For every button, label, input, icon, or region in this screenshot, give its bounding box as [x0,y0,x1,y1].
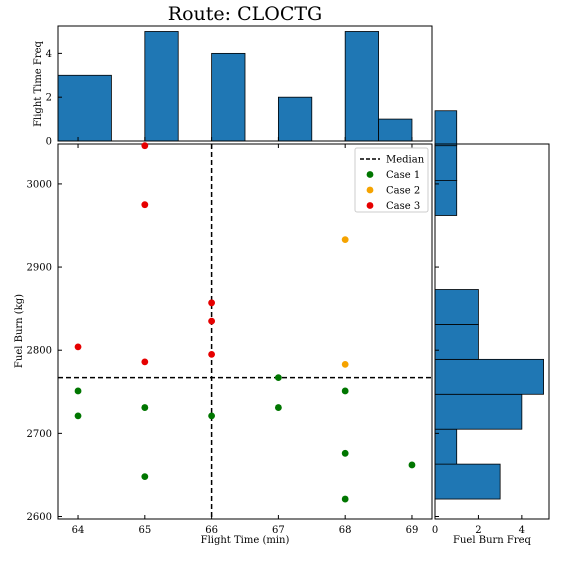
flight-time-bin [57,74,112,142]
point-case-1 [274,404,282,411]
flight-time-axis-label: Flight Time (min) [201,535,290,546]
fuel-burn-axis-label: Fuel Burn (kg) [14,294,25,368]
point-case-1 [341,449,349,457]
legend-median-label: Median [386,155,425,166]
y-tick-label: 2600 [27,512,52,523]
x-tick-label: 65 [138,525,151,536]
legend-label: Case 2 [386,186,420,197]
legend-swatch [366,202,374,209]
top-histogram-frame [57,25,433,142]
x-tick-label: 69 [406,525,419,536]
legend-label: Case 1 [386,170,420,181]
point-case-3 [74,343,82,351]
fuel-burn-bin [434,289,479,325]
scatter-frame [57,143,433,520]
fuel-burn-bin [434,428,458,465]
flight-time-bin [344,31,379,142]
fuel-burn-freq-label: Fuel Burn Freq [453,535,531,546]
y-tick-label: 3000 [27,179,52,190]
flight-time-freq-label: Flight Time Freq [33,40,44,126]
point-case-1 [208,412,216,420]
point-case-2 [341,360,349,368]
fuel-burn-bin [434,180,458,216]
point-case-3 [141,358,149,366]
flight-time-bin [378,118,413,142]
fuel-burn-bin [434,110,458,147]
point-case-1 [274,374,282,382]
x-tick-label: 68 [339,525,352,536]
flight-time-bin [211,52,246,142]
point-case-3 [208,299,216,307]
point-case-1 [341,387,349,395]
legend: Median Case 1 Case 2 Case 3 [354,147,429,213]
fuel-burn-bin [434,145,458,181]
top-y-tick-label: 2 [46,93,52,104]
y-tick-label: 2800 [27,346,52,357]
fuel-burn-bin [434,463,501,500]
x-tick-label: 66 [205,525,218,536]
point-case-1 [408,461,416,469]
flight-time-histogram: 0 2 4 Flight Time Freq [33,25,433,148]
point-case-1 [74,387,82,395]
point-case-3 [208,317,216,325]
top-y-tick-label: 4 [46,49,52,60]
flight-time-bin [277,96,313,142]
fuel-burn-bin [434,324,479,360]
point-case-3 [141,201,149,209]
chart-title: Route: CLOCTG [168,3,322,25]
fuel-burn-histogram: 0 2 4 Fuel Burn Freq [432,110,550,546]
legend-swatch [366,186,374,194]
point-case-2 [341,236,349,244]
y-tick-label: 2700 [27,429,52,440]
right-x-tick-label: 4 [519,525,525,536]
x-tick-label: 67 [272,525,285,536]
point-case-1 [141,473,149,480]
point-case-1 [74,412,82,420]
top-y-tick-label: 0 [46,137,52,148]
right-x-tick-label: 2 [475,525,481,536]
point-case-1 [341,495,349,503]
y-tick-label: 2900 [27,263,52,274]
scatter-plot: 64 65 66 67 68 69 2600 2700 2800 2900 3000 Flight… [14,142,433,546]
legend-swatch [366,171,374,178]
legend-label: Case 3 [386,201,420,212]
fuel-burn-bin [434,358,544,395]
legend-box [354,147,429,213]
fuel-burn-bin [434,393,523,430]
point-case-3 [141,142,149,150]
flight-time-bin [144,31,179,142]
right-x-tick-label: 0 [432,525,438,536]
point-case-3 [208,350,216,358]
point-case-1 [141,404,149,411]
x-tick-label: 64 [72,525,85,536]
right-histogram-frame [434,143,550,520]
